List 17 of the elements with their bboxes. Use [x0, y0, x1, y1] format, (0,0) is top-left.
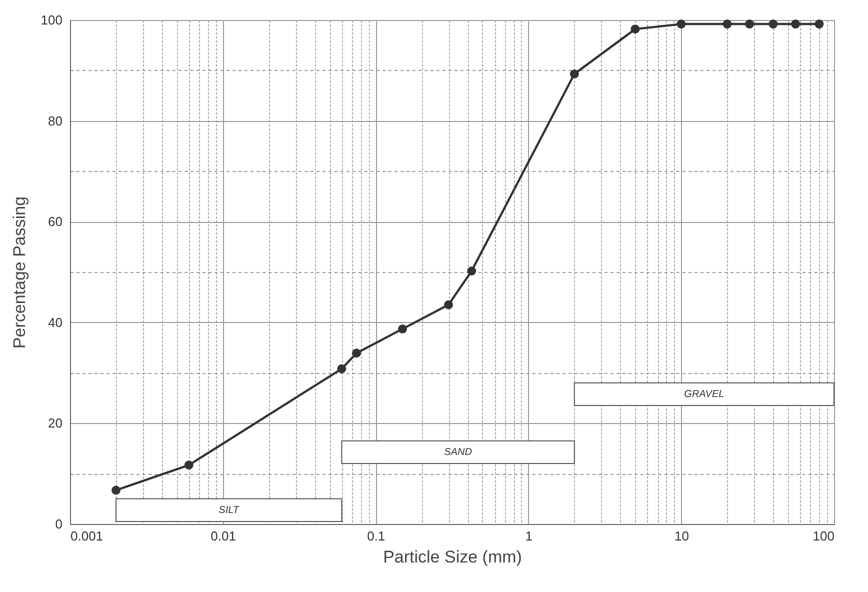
y-tick-label: 20 [48, 416, 62, 431]
x-tick-label: 0.1 [367, 528, 386, 544]
y-tick-label: 80 [48, 113, 62, 128]
y-tick-label: 100 [40, 12, 62, 28]
y-axis-title: Percentage Passing [10, 196, 29, 349]
x-tick-label: 0.001 [70, 528, 104, 544]
y-tick-label: 40 [48, 314, 62, 330]
band-label: SILT [218, 505, 240, 516]
y-tick-label: 60 [48, 214, 62, 230]
x-tick-label: 0.01 [210, 528, 236, 544]
x-tick-label: 10 [674, 528, 689, 544]
y-tick-label: 0 [55, 516, 62, 532]
x-tick-label: 1 [525, 528, 533, 544]
x-axis-title: Particle Size (mm) [383, 548, 522, 566]
x-tick-label: 100 [812, 528, 834, 544]
band-label: GRAVEL [684, 389, 724, 400]
band-label: SAND [444, 447, 472, 458]
